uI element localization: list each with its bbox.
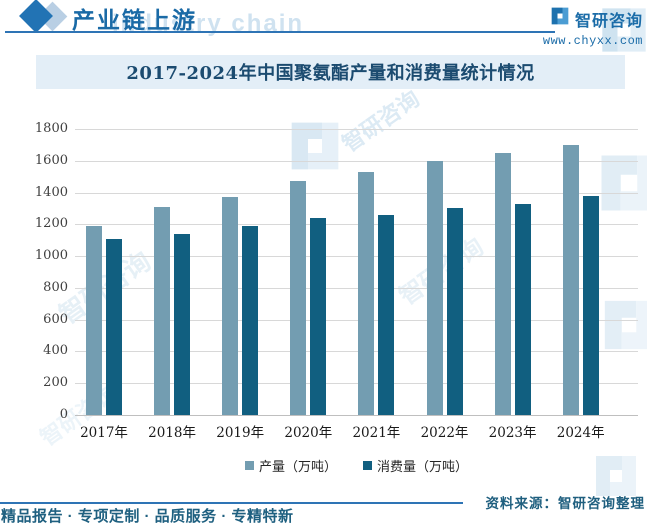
y-tick-label: 1000 (34, 248, 68, 264)
brand-url[interactable]: www.chyxx.com (542, 34, 643, 48)
x-tick-label: 2020年 (284, 425, 333, 441)
y-tick-label: 400 (43, 343, 68, 359)
grid-line (75, 351, 638, 353)
y-tick-label: 1400 (34, 184, 68, 200)
x-tick-label: 2017年 (80, 425, 128, 441)
consumption-bar (242, 225, 259, 415)
production-bar (290, 181, 307, 415)
production-bar (222, 197, 239, 415)
legend-item: 产量（万吨） (244, 456, 337, 475)
brand-logo-icon (550, 6, 570, 31)
consumption-bar (582, 195, 599, 415)
grid-line (75, 319, 638, 321)
chart-title-banner: 2017-2024年中国聚氨酯产量和消费量统计情况 (36, 55, 625, 89)
consumption-bar (514, 203, 531, 415)
chart-title: 2017-2024年中国聚氨酯产量和消费量统计情况 (126, 63, 535, 84)
grid-line (75, 256, 638, 258)
x-tick-label: 2019年 (216, 425, 265, 441)
brand-name: 智研咨询 (574, 12, 643, 30)
y-tick-label: 800 (43, 279, 68, 295)
grid-line (75, 129, 638, 130)
legend-label: 消费量（万吨） (377, 460, 469, 475)
source-note: 资料来源：智研咨询整理 (485, 496, 645, 511)
legend-swatch-icon (244, 461, 254, 470)
grid-line (75, 192, 638, 194)
y-tick-label: 600 (43, 311, 68, 327)
legend-swatch-icon (363, 461, 372, 470)
section-title: 产业链上游 (72, 7, 197, 34)
production-bar (358, 171, 375, 415)
grid-line (75, 415, 638, 416)
x-tick-label: 2021年 (352, 425, 401, 441)
grid-line (75, 383, 638, 385)
y-tick-label: 200 (43, 375, 68, 391)
consumption-bar (446, 208, 463, 415)
production-bar (426, 160, 443, 415)
y-tick-label: 1800 (34, 121, 68, 136)
footer-tagline: 精品报告 · 专项定制 · 品质服务 · 专精特新 (1, 508, 294, 525)
production-bar (86, 225, 102, 415)
y-tick-label: 1200 (34, 216, 68, 232)
production-bar (154, 206, 171, 415)
consumption-bar (106, 238, 122, 415)
x-tick-label: 2018年 (148, 425, 197, 441)
legend-item: 消费量（万吨） (363, 456, 468, 475)
consumption-bar (174, 233, 191, 415)
production-bar (562, 144, 579, 415)
consumption-bar (378, 214, 395, 415)
x-tick-label: 2022年 (420, 425, 469, 441)
x-tick-label: 2023年 (488, 425, 537, 441)
grid-line (75, 160, 638, 162)
grid-line (75, 287, 638, 289)
grid-line (75, 224, 638, 226)
consumption-bar (310, 217, 327, 415)
production-bar (494, 152, 511, 415)
y-tick-label: 0 (59, 407, 68, 422)
legend-label: 产量（万吨） (258, 460, 337, 475)
page-header: 产业链上游 智研咨询 www.chyxx.com (0, 0, 647, 48)
x-tick-label: 2024年 (556, 425, 605, 441)
footer-divider (0, 502, 463, 504)
chart-legend: 产量（万吨） 消费量（万吨） (75, 456, 638, 475)
header-divider (5, 31, 555, 33)
brand-block: 智研咨询 www.chyxx.com (543, 6, 643, 48)
y-tick-label: 1600 (34, 152, 68, 168)
